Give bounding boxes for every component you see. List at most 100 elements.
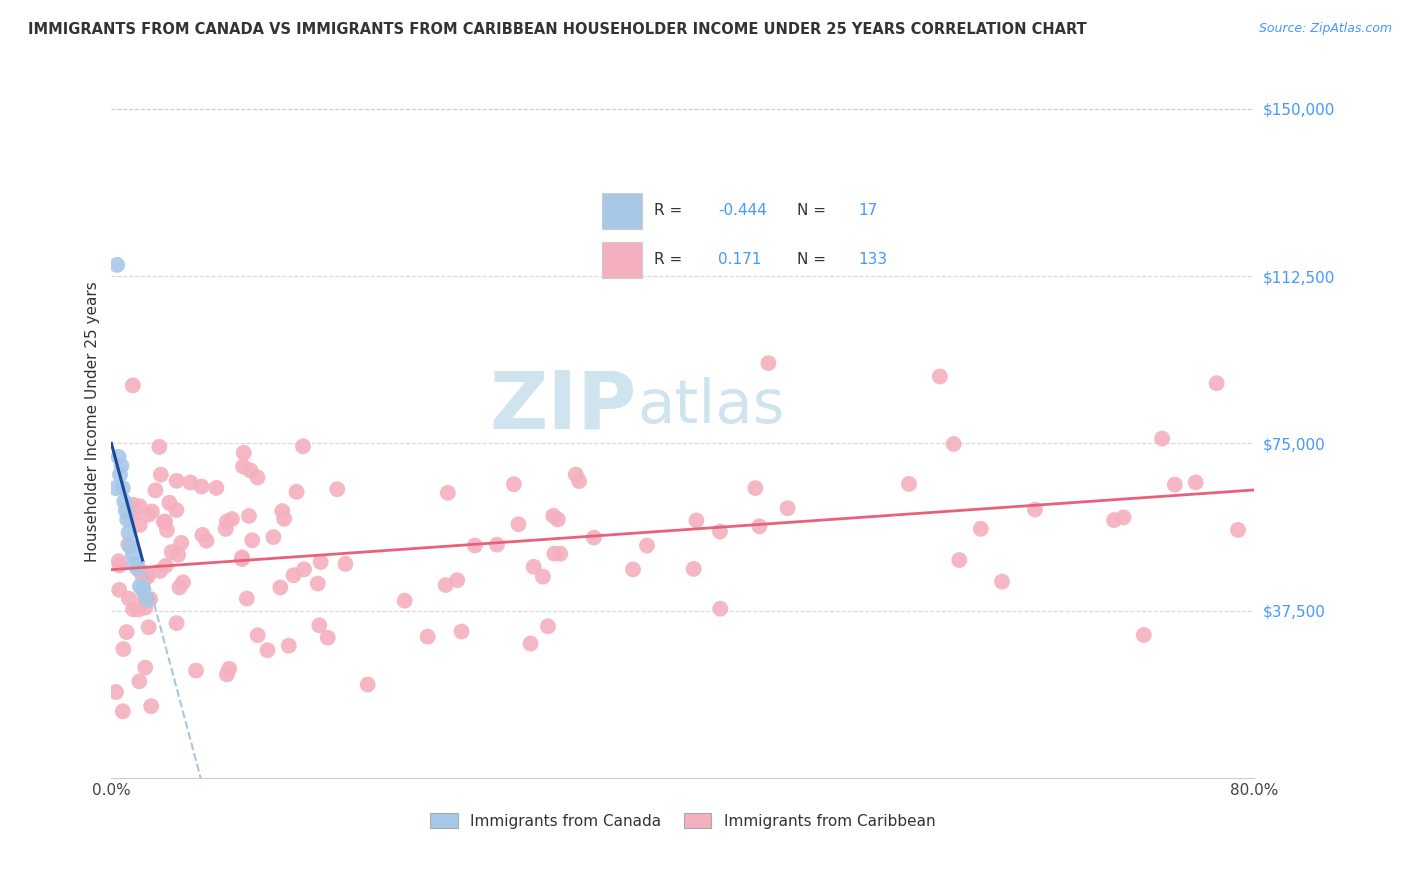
Y-axis label: Householder Income Under 25 years: Householder Income Under 25 years — [86, 281, 100, 562]
Point — [508, 517, 530, 532]
Point — [547, 512, 569, 526]
Point — [568, 474, 591, 488]
Point — [685, 513, 707, 527]
Point — [232, 446, 254, 460]
Point — [246, 628, 269, 642]
Point — [118, 591, 141, 606]
Point — [942, 437, 965, 451]
Point — [239, 463, 262, 477]
Point — [709, 524, 731, 539]
Point — [548, 547, 571, 561]
Point — [110, 458, 132, 473]
Point — [262, 530, 284, 544]
Point — [531, 569, 554, 583]
Point — [145, 483, 167, 498]
Point — [127, 602, 149, 616]
Point — [485, 538, 508, 552]
Point — [169, 581, 191, 595]
Point — [1152, 432, 1174, 446]
Point — [136, 566, 159, 581]
FancyBboxPatch shape — [602, 242, 641, 277]
Point — [236, 591, 259, 606]
Text: R =: R = — [654, 252, 688, 268]
Point — [1164, 477, 1187, 491]
Point — [136, 569, 159, 583]
Text: N =: N = — [797, 203, 831, 219]
Point — [446, 573, 468, 587]
Point — [134, 592, 156, 607]
Text: 17: 17 — [858, 203, 877, 219]
Point — [269, 581, 291, 595]
Text: atlas: atlas — [637, 377, 785, 436]
Point — [128, 674, 150, 689]
Point — [292, 562, 315, 576]
Point — [748, 519, 770, 533]
Point — [758, 356, 780, 370]
Point — [292, 439, 315, 453]
Point — [167, 548, 190, 562]
Point — [1102, 513, 1125, 527]
Point — [621, 562, 644, 576]
Point — [991, 574, 1014, 589]
Text: N =: N = — [797, 252, 831, 268]
Point — [132, 583, 155, 598]
Point — [121, 378, 143, 392]
Point — [118, 539, 141, 553]
Point — [139, 591, 162, 606]
Point — [240, 533, 263, 548]
Point — [437, 486, 460, 500]
Point — [105, 258, 128, 272]
Point — [565, 467, 588, 482]
Point — [326, 482, 349, 496]
Point — [335, 557, 357, 571]
Point — [357, 677, 380, 691]
Point — [238, 508, 260, 523]
Text: ZIP: ZIP — [489, 368, 637, 446]
Point — [108, 467, 131, 482]
Point — [115, 512, 138, 526]
Point — [191, 528, 214, 542]
Point — [112, 494, 135, 508]
Point — [928, 369, 950, 384]
Point — [277, 639, 299, 653]
Point — [450, 624, 472, 639]
Point — [464, 539, 486, 553]
Point — [134, 660, 156, 674]
Point — [138, 508, 160, 522]
Point — [111, 704, 134, 718]
Point — [519, 636, 541, 650]
Point — [155, 558, 177, 573]
Point — [231, 550, 253, 565]
Point — [108, 558, 131, 573]
Point — [127, 561, 149, 575]
Point — [246, 470, 269, 484]
Point — [682, 562, 704, 576]
Point — [283, 568, 305, 582]
Point — [215, 667, 238, 681]
Point — [112, 642, 135, 657]
Point — [205, 481, 228, 495]
Point — [104, 481, 127, 495]
Point — [129, 579, 152, 593]
Point — [148, 440, 170, 454]
Point — [221, 512, 243, 526]
Point — [141, 699, 163, 714]
Text: IMMIGRANTS FROM CANADA VS IMMIGRANTS FROM CARIBBEAN HOUSEHOLDER INCOME UNDER 25 : IMMIGRANTS FROM CANADA VS IMMIGRANTS FRO… — [28, 22, 1087, 37]
Point — [111, 481, 134, 495]
Point — [190, 479, 212, 493]
Point — [744, 481, 766, 495]
Point — [135, 593, 157, 607]
Point — [1112, 510, 1135, 524]
Point — [308, 618, 330, 632]
Point — [136, 592, 159, 607]
Text: Source: ZipAtlas.com: Source: ZipAtlas.com — [1258, 22, 1392, 36]
Legend: Immigrants from Canada, Immigrants from Caribbean: Immigrants from Canada, Immigrants from … — [425, 806, 942, 835]
Point — [121, 498, 143, 512]
Point — [416, 630, 439, 644]
Point — [215, 515, 238, 529]
Point — [129, 564, 152, 578]
Point — [231, 552, 253, 566]
Point — [218, 662, 240, 676]
Text: 133: 133 — [858, 252, 887, 268]
Point — [523, 559, 546, 574]
